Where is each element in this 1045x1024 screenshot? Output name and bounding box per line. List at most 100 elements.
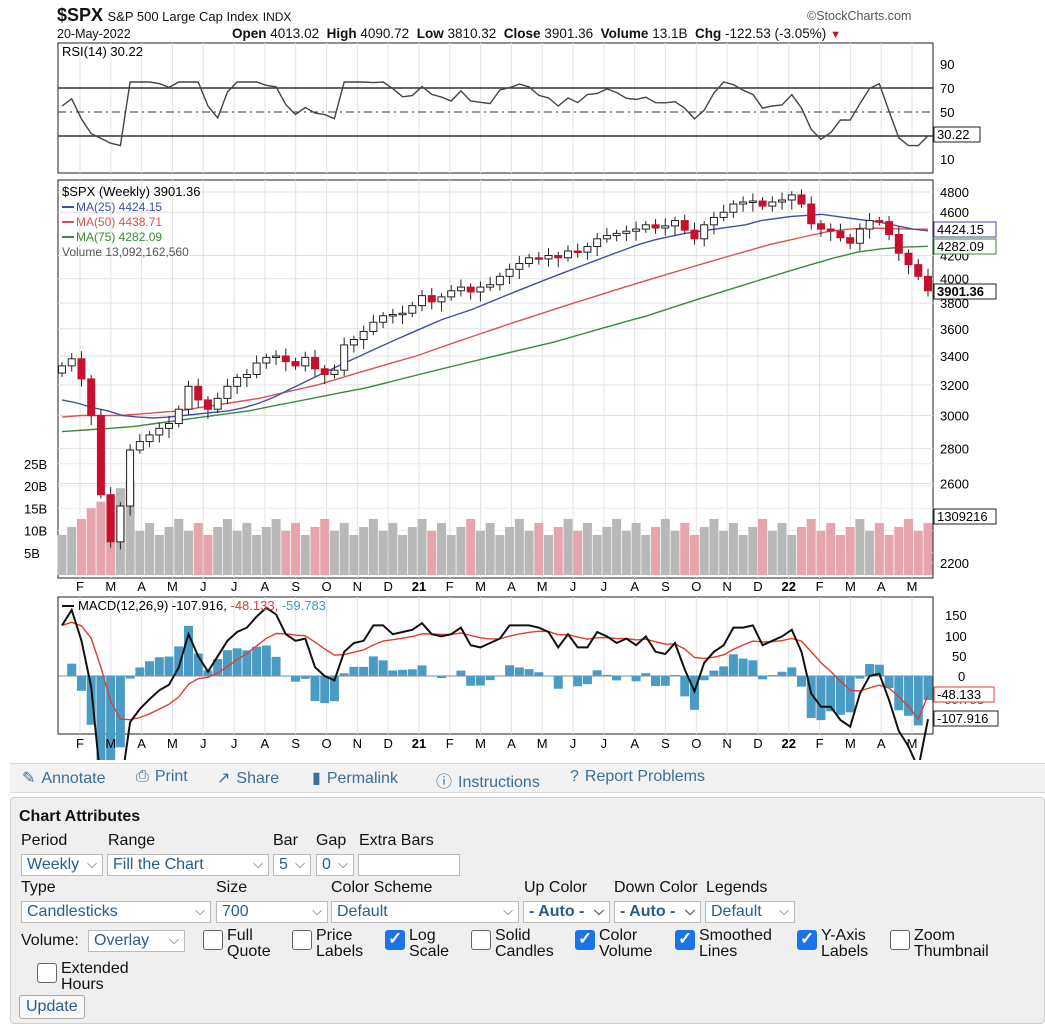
candle-body: [885, 221, 894, 235]
candle-body: [320, 368, 329, 376]
print-link[interactable]: ⎙ Print: [136, 768, 188, 786]
month-tick-label: M: [845, 579, 856, 594]
yaxis-labels-checkbox[interactable]: [797, 929, 817, 950]
candle-body: [67, 358, 76, 367]
volume-bar: [699, 526, 709, 575]
period-select[interactable]: Weekly ⌵: [21, 854, 103, 876]
volume-bar: [485, 522, 495, 575]
rsi-tick-50: 50: [940, 105, 954, 120]
full-quote-checkbox[interactable]: [203, 930, 223, 950]
report-problems-link[interactable]: ? Report Problems: [570, 768, 705, 786]
macd-hist-bar: [534, 672, 544, 676]
ma75-legend: MA(75) 4282.09: [76, 230, 162, 244]
macd-hist-bar: [748, 660, 758, 676]
volume-select[interactable]: Overlay ⌵: [88, 930, 185, 952]
month-tick-label: S: [661, 736, 670, 751]
price-tick-label: 4000: [940, 272, 969, 287]
size-select[interactable]: 700 ⌵: [216, 901, 328, 923]
candle-body: [680, 220, 689, 231]
solid-candles-label-line2: Candles: [495, 943, 554, 960]
extra-bars-input[interactable]: [358, 854, 460, 876]
volume-tick-label: 15B: [24, 501, 47, 516]
gap-select[interactable]: 0 ⌵: [316, 854, 354, 876]
up-color-select[interactable]: - Auto - ⌵: [523, 901, 610, 923]
month-tick-label: F: [816, 736, 824, 751]
volume-bar: [680, 522, 690, 575]
macd-legend: MACD(12,26,9) -107.916, -48.133, -59.783: [78, 598, 326, 613]
macd-hist-bar: [378, 660, 388, 676]
range-select[interactable]: Fill the Chart ⌵: [107, 854, 269, 876]
candle-body: [709, 216, 718, 226]
ma75-tag-value: 4282.09: [937, 239, 984, 254]
macd-hist-bar: [154, 657, 164, 676]
volume-axis-ticks: 25B 20B 15B 10B 5B: [24, 457, 47, 561]
candle-body: [437, 296, 446, 303]
month-tick-label: M: [845, 736, 856, 751]
chg-down-icon: ▼: [830, 29, 841, 41]
candle-body: [87, 378, 96, 417]
candle-body: [165, 423, 174, 429]
candle-body: [145, 434, 154, 443]
zoom-thumbnail-checkbox[interactable]: [890, 930, 910, 950]
bar-select[interactable]: 5 ⌵: [273, 854, 311, 876]
type-label: Type: [21, 879, 56, 896]
macd-hist-bar: [96, 676, 106, 760]
month-tick-label: J: [570, 579, 577, 594]
volume-tag-value: 1309216: [937, 509, 988, 524]
rsi-tick-70: 70: [940, 81, 954, 96]
color-volume-checkbox[interactable]: [575, 929, 595, 950]
candle-body: [330, 369, 339, 376]
instructions-link[interactable]: ⓘ Instructions: [436, 768, 540, 792]
price-labels-checkbox[interactable]: [292, 930, 312, 950]
candle-body: [301, 356, 310, 367]
candle-body: [593, 238, 602, 248]
permalink-label: Permalink: [326, 770, 398, 787]
up-color-value: - Auto -: [529, 903, 585, 920]
chevron-down-icon: ⌵: [779, 903, 789, 918]
smoothed-lines-checkbox[interactable]: [675, 929, 695, 950]
permalink-link[interactable]: ▮ Permalink: [312, 768, 398, 788]
macd-hist-bar: [183, 625, 193, 676]
volume-bar: [806, 518, 816, 575]
macd-hist-bar: [388, 670, 398, 676]
period-label: Period: [21, 832, 68, 849]
volume-bar: [436, 522, 446, 575]
month-tick-label: M: [537, 579, 548, 594]
annotate-link[interactable]: ✎ Annotate: [22, 768, 105, 788]
volume-bar: [378, 530, 388, 575]
macd-hist-bar: [582, 676, 592, 685]
log-scale-checkbox[interactable]: [385, 929, 405, 950]
macd-main-tag-value: -107.916: [937, 711, 988, 726]
month-tick-label: M: [167, 579, 178, 594]
macd-hist-bar: [485, 676, 495, 681]
candle-body: [369, 321, 378, 332]
down-color-select[interactable]: - Auto - ⌵: [614, 901, 701, 923]
candle-body: [77, 358, 86, 380]
month-tick-label: A: [261, 736, 270, 751]
macd-hist-bar: [874, 664, 884, 676]
share-link[interactable]: ↗ Share: [217, 768, 279, 788]
volume-bar: [855, 518, 865, 575]
help-icon: ?: [570, 768, 579, 785]
volume-bar: [339, 522, 349, 575]
legends-select[interactable]: Default ⌵: [705, 901, 795, 923]
macd-hist-bar: [320, 676, 330, 704]
type-select[interactable]: Candlesticks ⌵: [21, 901, 211, 923]
price-tick-label: 3600: [940, 322, 969, 337]
candle-body: [855, 228, 864, 244]
macd-hist-bar: [368, 656, 378, 676]
volume-label: Volume: [600, 26, 649, 41]
gap-value: 0: [322, 856, 331, 873]
bookmark-icon: ▮: [312, 770, 321, 787]
zoom-thumbnail-label: Zoom Thumbnail: [914, 928, 989, 960]
color-scheme-select[interactable]: Default ⌵: [331, 901, 519, 923]
month-tick-label: F: [446, 579, 454, 594]
solid-candles-checkbox[interactable]: [471, 930, 491, 950]
candle-body: [719, 211, 728, 218]
candle-body: [505, 268, 514, 277]
extended-hours-checkbox[interactable]: [37, 963, 57, 983]
volume-bar: [446, 534, 456, 575]
update-button[interactable]: Update: [19, 995, 85, 1019]
rsi-tick-90: 90: [940, 57, 954, 72]
macd-tick-100: 100: [945, 629, 967, 644]
